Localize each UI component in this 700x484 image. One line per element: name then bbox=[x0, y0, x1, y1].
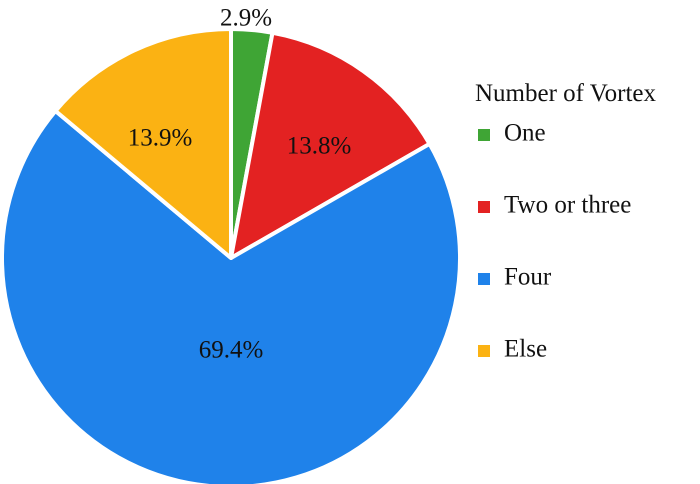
legend-title: Number of Vortex bbox=[475, 80, 656, 107]
legend-items: One Two or three Four Else bbox=[478, 120, 631, 363]
pie-slices bbox=[0, 27, 462, 484]
legend: Number of Vortex One Two or three Four Else bbox=[475, 80, 656, 363]
legend-swatch-two-or-three bbox=[478, 201, 490, 213]
pie-value-label-two-or-three: 13.8% bbox=[287, 133, 352, 160]
pie-value-label-one: 2.9% bbox=[220, 5, 272, 32]
legend-label-two-or-three: Two or three bbox=[504, 192, 631, 219]
legend-swatch-four bbox=[478, 273, 490, 285]
pie-value-label-else: 13.9% bbox=[128, 125, 193, 152]
pie-slice-four bbox=[0, 108, 462, 484]
legend-swatch-else bbox=[478, 345, 490, 357]
legend-swatch-one bbox=[478, 129, 490, 141]
legend-label-one: One bbox=[504, 120, 546, 147]
legend-label-four: Four bbox=[504, 264, 552, 291]
pie-value-label-four: 69.4% bbox=[199, 337, 264, 364]
legend-label-else: Else bbox=[504, 336, 547, 363]
pie-value-labels: 2.9% 13.8% 69.4% 13.9% bbox=[128, 5, 352, 364]
pie-slice-two-or-three bbox=[229, 30, 432, 260]
pie-slice-else bbox=[53, 27, 233, 260]
